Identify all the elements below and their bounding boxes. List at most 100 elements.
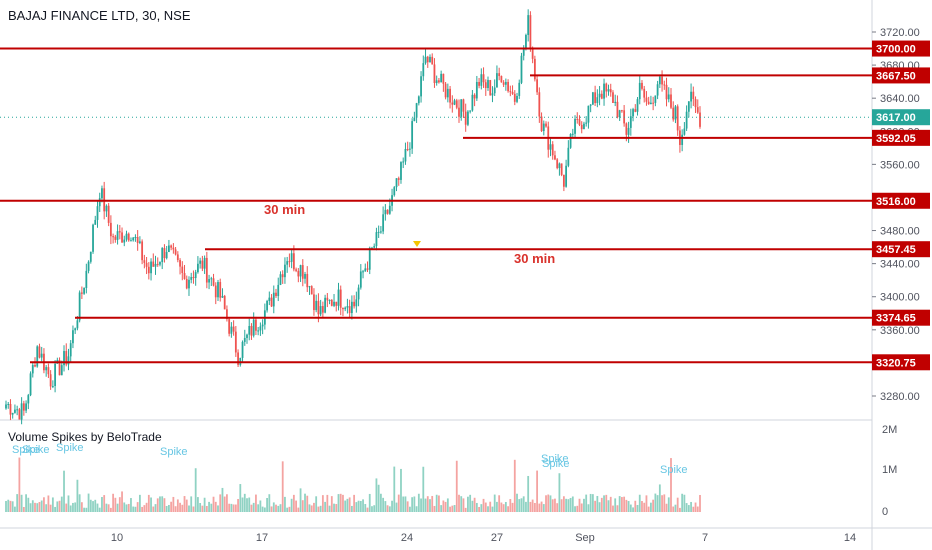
volume-bar bbox=[500, 502, 503, 512]
candle-body bbox=[248, 326, 251, 335]
volume-bar bbox=[663, 494, 666, 512]
candle-body bbox=[304, 273, 306, 279]
volume-bar bbox=[471, 500, 474, 512]
candle-body bbox=[344, 307, 347, 310]
spike-label: Spike bbox=[12, 444, 40, 456]
candle-body bbox=[112, 236, 115, 238]
candle-body bbox=[266, 300, 268, 311]
level-label: 3700.00 bbox=[876, 44, 916, 56]
volume-bar bbox=[324, 501, 327, 512]
candle-body bbox=[261, 324, 264, 327]
candle-body bbox=[489, 80, 492, 96]
candle-body bbox=[493, 87, 496, 94]
candle-body bbox=[574, 118, 576, 134]
volume-bar bbox=[223, 496, 226, 512]
y-tick-label: 3480.00 bbox=[880, 226, 920, 238]
volume-bar bbox=[453, 505, 456, 512]
candle-body bbox=[571, 133, 574, 135]
volume-bar bbox=[74, 502, 77, 512]
candle-body bbox=[226, 309, 228, 320]
candle-body bbox=[205, 257, 208, 283]
candle-body bbox=[529, 15, 532, 49]
candle-body bbox=[359, 271, 362, 288]
candle-body bbox=[616, 101, 619, 118]
volume-bar bbox=[29, 503, 32, 512]
candle-body bbox=[319, 306, 322, 315]
candle-body bbox=[201, 260, 204, 269]
candle-body bbox=[143, 260, 146, 263]
volume-bar bbox=[531, 499, 534, 512]
candle-body bbox=[165, 252, 168, 259]
level-label: 3320.75 bbox=[876, 357, 916, 369]
candle-body bbox=[134, 236, 137, 238]
candle-body bbox=[516, 95, 518, 102]
volume-bar bbox=[484, 502, 487, 512]
volume-bar bbox=[404, 496, 407, 512]
candle-body bbox=[192, 277, 195, 279]
volume-bar bbox=[16, 494, 19, 512]
candle-body bbox=[545, 123, 547, 127]
candle-body bbox=[272, 292, 275, 307]
volume-bar bbox=[161, 496, 164, 512]
volume-bar bbox=[337, 494, 340, 512]
volume-bar bbox=[507, 506, 509, 512]
volume-bar bbox=[643, 502, 646, 512]
volume-bar bbox=[393, 466, 396, 512]
volume-bar bbox=[47, 495, 50, 512]
volume-bar bbox=[516, 493, 518, 512]
candle-body bbox=[413, 117, 416, 122]
candle-body bbox=[257, 330, 260, 332]
candle-body bbox=[337, 289, 340, 306]
candle-body bbox=[373, 246, 376, 248]
volume-bar bbox=[317, 506, 320, 512]
volume-bar bbox=[197, 497, 199, 512]
candle-body bbox=[600, 93, 603, 99]
candle-body bbox=[29, 373, 32, 396]
volume-bar bbox=[118, 497, 121, 512]
volume-bar bbox=[163, 498, 166, 512]
candle-body bbox=[125, 233, 128, 240]
candle-body bbox=[326, 297, 329, 301]
volume-bar bbox=[415, 506, 418, 512]
candle-body bbox=[585, 122, 588, 124]
volume-bar bbox=[569, 497, 572, 512]
candle-body bbox=[212, 278, 215, 286]
candle-body bbox=[342, 307, 344, 310]
volume-bar bbox=[373, 505, 376, 512]
volume-bar bbox=[281, 461, 284, 512]
volume-bar bbox=[377, 484, 380, 512]
level-label-box bbox=[872, 129, 930, 146]
volume-bar bbox=[165, 505, 168, 512]
candle-body bbox=[308, 286, 311, 288]
candle-body bbox=[54, 363, 56, 387]
volume-bar bbox=[210, 503, 213, 512]
volume-bar bbox=[493, 494, 496, 512]
volume-tick-label: 2M bbox=[882, 424, 897, 436]
candle-body bbox=[147, 266, 150, 274]
level-label-box bbox=[872, 309, 930, 326]
candle-body bbox=[179, 260, 181, 267]
volume-bar bbox=[5, 500, 7, 512]
candle-body bbox=[511, 92, 514, 94]
candle-body bbox=[422, 63, 425, 77]
candle-body bbox=[525, 34, 527, 50]
candle-body bbox=[661, 76, 663, 85]
candle-body bbox=[484, 82, 487, 89]
volume-bar bbox=[402, 496, 405, 512]
volume-bar bbox=[650, 502, 652, 512]
candle-body bbox=[652, 102, 655, 104]
candle-body bbox=[279, 274, 282, 285]
volume-bar bbox=[574, 506, 576, 512]
candle-body bbox=[402, 161, 405, 163]
volume-bar bbox=[208, 501, 210, 512]
volume-bar bbox=[638, 494, 641, 512]
candle-body bbox=[446, 88, 449, 98]
volume-bar bbox=[141, 506, 144, 512]
volume-bar bbox=[286, 507, 289, 512]
signal-marker bbox=[413, 241, 421, 247]
x-tick-label: 24 bbox=[401, 532, 413, 544]
volume-bar bbox=[246, 498, 248, 512]
last-price-box bbox=[872, 109, 930, 126]
volume-bar bbox=[152, 506, 155, 512]
